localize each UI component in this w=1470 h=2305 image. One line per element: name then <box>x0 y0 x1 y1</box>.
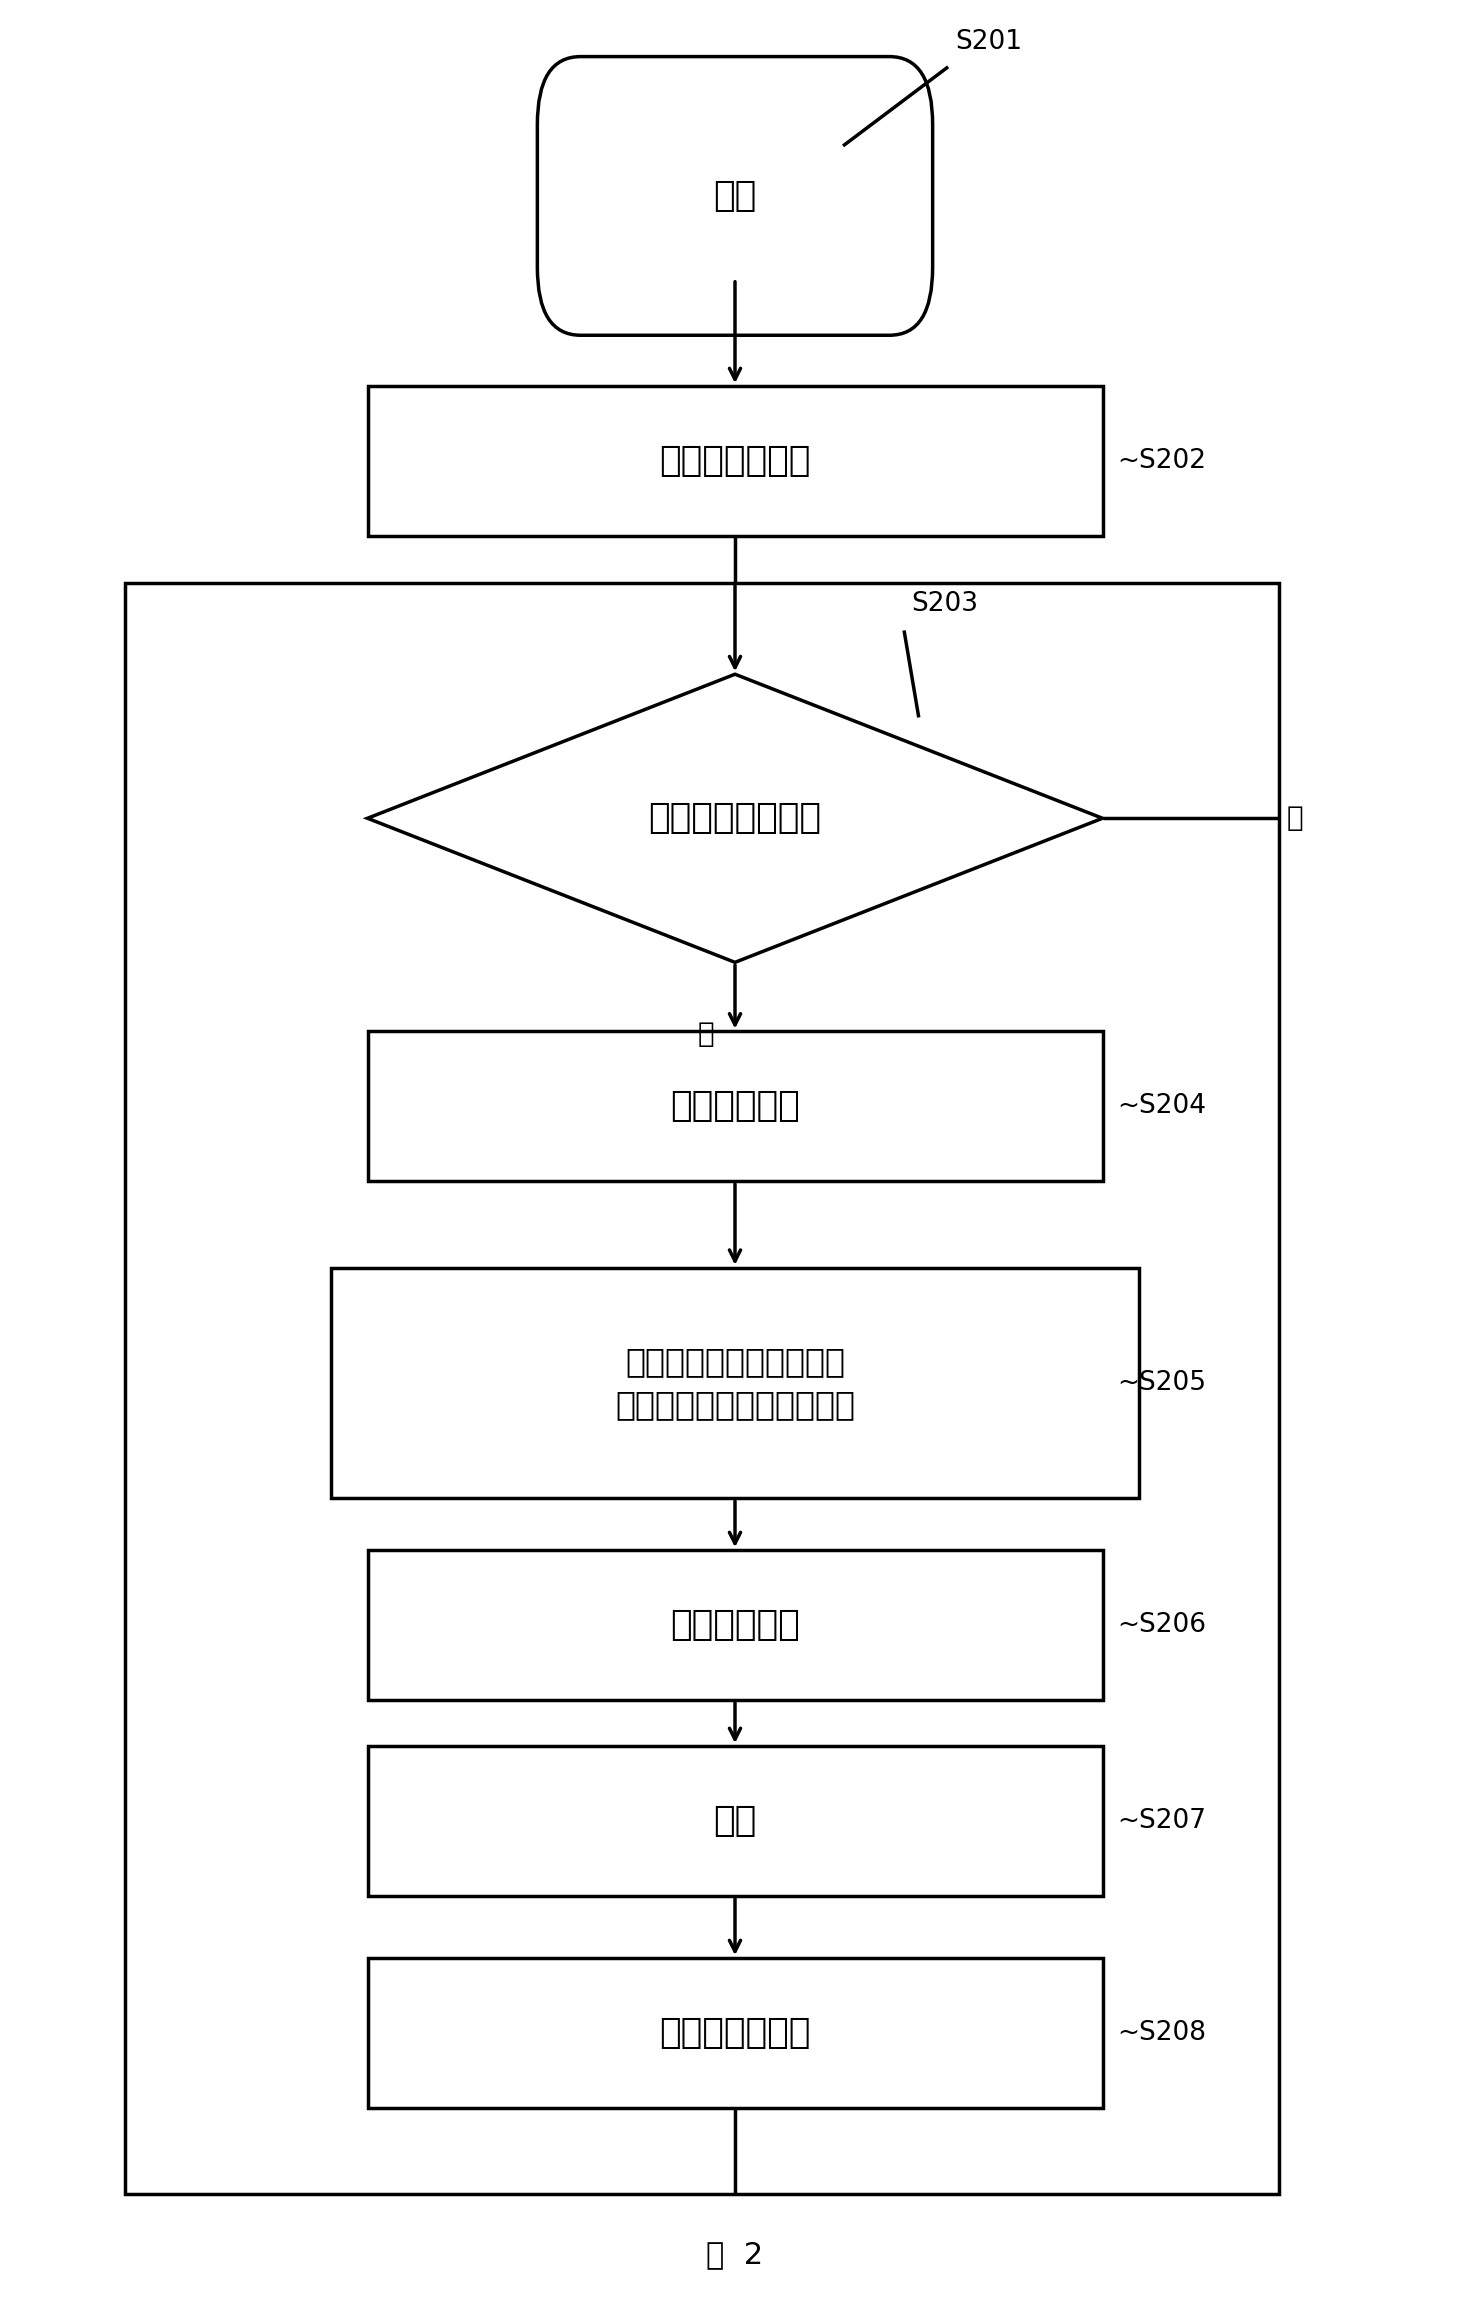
Text: ~S208: ~S208 <box>1117 2019 1207 2047</box>
Bar <box>368 1551 1102 1701</box>
Text: 缩放: 缩放 <box>713 1805 757 1837</box>
Text: 使用分辨率改变量和观看
距离作为检索关键字搜索表: 使用分辨率改变量和观看 距离作为检索关键字搜索表 <box>614 1344 856 1422</box>
Bar <box>368 1033 1102 1180</box>
Text: ~S202: ~S202 <box>1117 447 1207 475</box>
Bar <box>368 1959 1102 2107</box>
Text: 图像分辨率改变？: 图像分辨率改变？ <box>648 802 822 834</box>
Text: 否: 否 <box>1286 804 1302 832</box>
Bar <box>331 1268 1139 1498</box>
Text: 检测初始分辨率: 检测初始分辨率 <box>660 445 810 477</box>
FancyBboxPatch shape <box>538 58 932 334</box>
Text: S203: S203 <box>911 590 979 615</box>
Bar <box>125 583 1279 2194</box>
Text: 确定显示尺寸: 确定显示尺寸 <box>670 1609 800 1641</box>
Polygon shape <box>368 673 1102 963</box>
Text: 图  2: 图 2 <box>707 2240 763 2268</box>
Text: 输出到显示设备: 输出到显示设备 <box>660 2017 810 2049</box>
Text: ~S207: ~S207 <box>1117 1807 1207 1835</box>
Bar <box>368 387 1102 537</box>
Text: ~S204: ~S204 <box>1117 1093 1207 1120</box>
Text: 开始: 开始 <box>713 180 757 212</box>
Bar <box>368 1747 1102 1895</box>
Text: S201: S201 <box>956 30 1023 55</box>
Text: ~S205: ~S205 <box>1117 1369 1207 1397</box>
Text: 检测观看距离: 检测观看距离 <box>670 1090 800 1123</box>
Text: 是: 是 <box>697 1021 714 1049</box>
Text: ~S206: ~S206 <box>1117 1611 1207 1639</box>
